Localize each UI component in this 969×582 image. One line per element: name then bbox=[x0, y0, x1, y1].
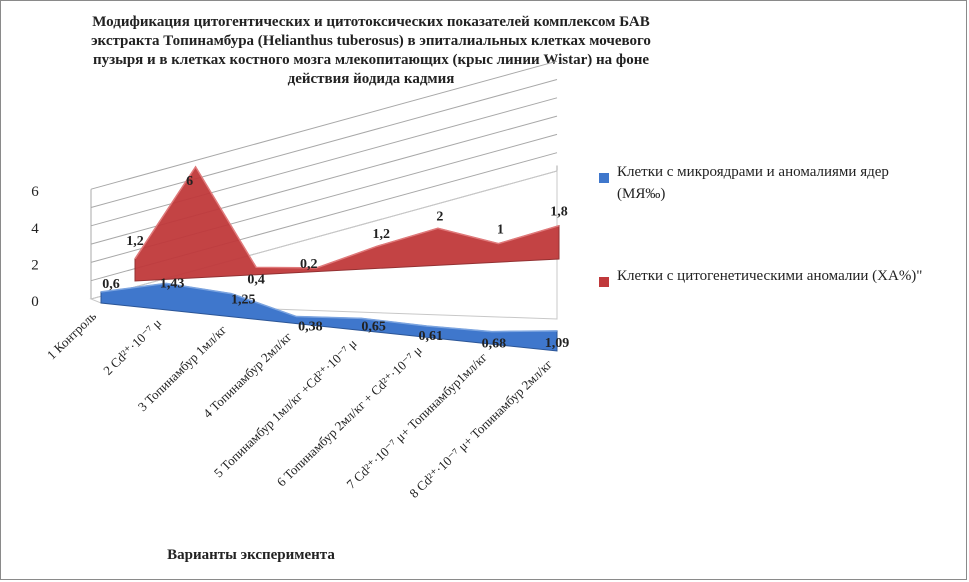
gridline bbox=[90, 97, 558, 227]
x-tick-label: 7 Cd²⁺·10⁻⁷ μ+ Топинамбур1мл/кг bbox=[343, 350, 489, 492]
x-tick-label: 6 Топинамбур 2мл/кг + Cd²⁺·10⁻⁷ μ bbox=[274, 343, 425, 490]
x-axis-title: Варианты эксперимента bbox=[167, 547, 335, 563]
x-tick-label: 5 Топинамбур 1мл/кг +Cd²⁺·10⁻⁷ μ bbox=[211, 336, 360, 480]
x-tick-label: 2 Cd²⁺·10⁻⁷ μ bbox=[100, 315, 164, 378]
series-line-micronuclei bbox=[100, 282, 558, 333]
data-label-chromosome-aberrations: 1,8 bbox=[550, 205, 568, 220]
data-label-chromosome-aberrations: 0,4 bbox=[247, 272, 265, 287]
data-label-micronuclei: 0,68 bbox=[482, 337, 507, 352]
legend-label-chromosome-aberrations: Клетки с цитогенетическими аномалии (ХА%… bbox=[617, 268, 923, 284]
y-tick-label: 0 bbox=[31, 294, 39, 310]
chart-title: Модификация цитогентических и цитотоксич… bbox=[91, 14, 651, 87]
data-label-micronuclei: 0,6 bbox=[102, 277, 120, 292]
data-label-chromosome-aberrations: 2 bbox=[436, 209, 443, 224]
data-label-chromosome-aberrations: 1 bbox=[497, 223, 504, 238]
data-label-micronuclei: 1,43 bbox=[160, 276, 185, 291]
data-label-micronuclei: 0,65 bbox=[361, 319, 386, 334]
gridline bbox=[90, 60, 558, 190]
chart-floor bbox=[89, 170, 558, 320]
y-tick-label: 2 bbox=[31, 257, 39, 273]
data-label-chromosome-aberrations: 0,2 bbox=[300, 257, 318, 272]
y-tick-label: 4 bbox=[31, 221, 39, 237]
x-tick-label: 8 Cd²⁺·10⁻⁷ μ+ Топинамбур 2мл/кг bbox=[406, 356, 555, 500]
gridline bbox=[90, 79, 558, 208]
x-tick-label: 1 Контроль bbox=[44, 308, 99, 362]
data-label-micronuclei: 0,38 bbox=[298, 320, 323, 335]
data-label-micronuclei: 0,61 bbox=[418, 329, 443, 344]
data-label-micronuclei: 1,25 bbox=[231, 293, 256, 308]
data-label-micronuclei: 1,09 bbox=[545, 336, 570, 351]
legend-swatch-chromosome-aberrations bbox=[599, 277, 609, 287]
y-tick-label: 6 bbox=[31, 184, 39, 200]
data-label-chromosome-aberrations: 6 bbox=[186, 174, 193, 189]
series-area-chromosome-aberrations bbox=[134, 165, 560, 282]
data-label-chromosome-aberrations: 1,2 bbox=[373, 227, 391, 242]
data-label-chromosome-aberrations: 1,2 bbox=[126, 234, 144, 249]
legend-swatch-micronuclei bbox=[599, 173, 609, 183]
legend-label-micronuclei: Клетки с микроядрами и аномалиями ядер (… bbox=[617, 164, 889, 202]
series-line-chromosome-aberrations bbox=[134, 165, 560, 269]
